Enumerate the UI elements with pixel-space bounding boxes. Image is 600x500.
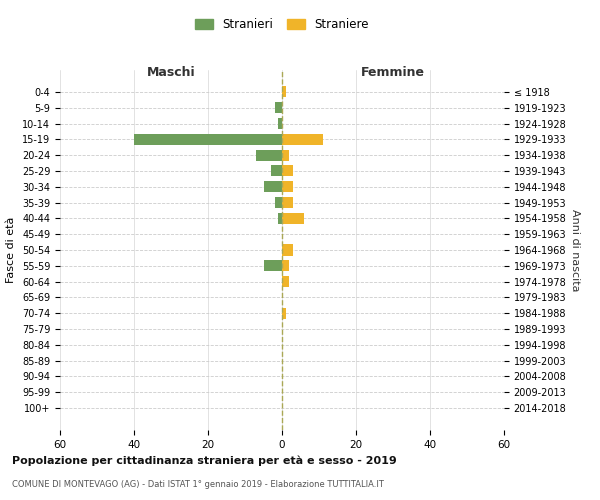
Bar: [278, 118, 282, 129]
Y-axis label: Anni di nascita: Anni di nascita: [571, 209, 580, 291]
Text: Popolazione per cittadinanza straniera per età e sesso - 2019: Popolazione per cittadinanza straniera p…: [12, 455, 397, 466]
Bar: [282, 197, 293, 208]
Bar: [282, 166, 293, 176]
Text: Maschi: Maschi: [146, 66, 196, 79]
Bar: [271, 166, 282, 176]
Bar: [282, 86, 286, 98]
Bar: [282, 150, 289, 160]
Bar: [278, 213, 282, 224]
Bar: [282, 181, 293, 192]
Bar: [256, 150, 282, 160]
Bar: [282, 260, 289, 272]
Bar: [282, 244, 293, 256]
Bar: [263, 260, 282, 272]
Text: Femmine: Femmine: [361, 66, 425, 79]
Bar: [282, 134, 323, 145]
Bar: [282, 308, 286, 319]
Bar: [263, 181, 282, 192]
Bar: [275, 102, 282, 113]
Bar: [134, 134, 282, 145]
Bar: [282, 276, 289, 287]
Legend: Stranieri, Straniere: Stranieri, Straniere: [191, 14, 373, 35]
Bar: [282, 213, 304, 224]
Text: COMUNE DI MONTEVAGO (AG) - Dati ISTAT 1° gennaio 2019 - Elaborazione TUTTITALIA.: COMUNE DI MONTEVAGO (AG) - Dati ISTAT 1°…: [12, 480, 384, 489]
Y-axis label: Fasce di età: Fasce di età: [7, 217, 16, 283]
Bar: [275, 197, 282, 208]
